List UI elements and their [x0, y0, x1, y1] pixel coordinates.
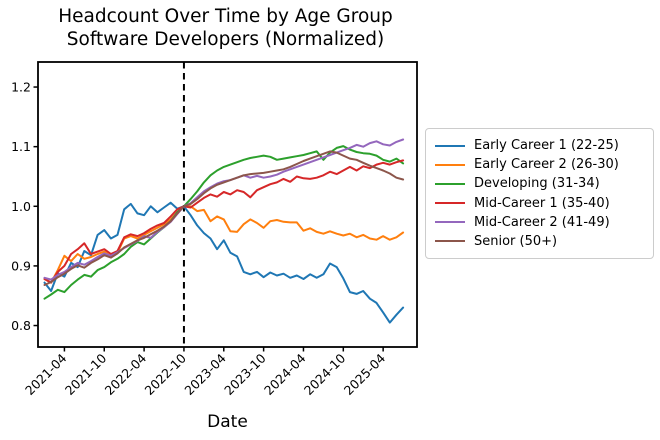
y-tick-label: 1.1 [11, 139, 31, 154]
legend-item: Mid-Career 2 (41-49) [435, 213, 644, 232]
x-tick-label: 2023-10 [221, 350, 269, 398]
legend-item: Early Career 2 (26-30) [435, 155, 644, 174]
chart-title-line2: Software Developers (Normalized) [66, 29, 385, 50]
legend-line-swatch [435, 240, 465, 243]
legend-line-swatch [435, 144, 465, 147]
y-tick-label: 1.0 [11, 199, 31, 214]
legend-item: Senior (50+) [435, 232, 644, 251]
x-tick-label: 2021-04 [22, 350, 70, 398]
legend-item: Mid-Career 1 (35-40) [435, 194, 644, 213]
legend-line-swatch [435, 182, 465, 185]
legend-label: Mid-Career 2 (41-49) [474, 214, 610, 230]
x-axis-label: Date [207, 412, 248, 432]
legend-item: Developing (31-34) [435, 174, 644, 193]
series-line-early-career-1-22-25 [43, 201, 405, 324]
x-tick-label: 2022-04 [102, 350, 150, 398]
legend: Early Career 1 (22-25) Early Career 2 (26… [425, 128, 654, 259]
legend-line-swatch [435, 221, 465, 224]
x-tick-label: 2024-10 [301, 350, 349, 398]
legend-line-swatch [435, 163, 465, 166]
x-tick-label: 2023-04 [181, 350, 229, 398]
legend-line-swatch [435, 202, 465, 205]
series-line-mid-career-1-35-40 [43, 159, 405, 284]
legend-item: Early Career 1 (22-25) [435, 136, 644, 155]
chart-title: Headcount Over Time by Age Group Softwar… [28, 5, 423, 51]
plot-border [37, 61, 418, 348]
y-tick-label: 1.2 [11, 80, 31, 95]
legend-label: Senior (50+) [474, 233, 558, 249]
x-tick-label: 2025-04 [341, 350, 389, 398]
series-line-senior-50 [43, 150, 405, 286]
x-tick-label: 2024-04 [261, 350, 309, 398]
legend-label: Early Career 1 (22-25) [474, 138, 619, 153]
x-tick-label: 2021-10 [62, 350, 110, 398]
x-tick-label: 2022-10 [142, 350, 190, 398]
legend-label: Mid-Career 1 (35-40) [474, 195, 610, 211]
series-line-mid-career-2-41-49 [43, 138, 405, 281]
legend-label: Early Career 2 (26-30) [474, 157, 619, 173]
series-line-developing-31-34 [43, 145, 405, 300]
legend-label: Developing (31-34) [474, 176, 600, 192]
chart-title-line1: Headcount Over Time by Age Group [58, 6, 393, 27]
y-tick-label: 0.9 [11, 258, 31, 273]
series-line-early-career-2-26-30 [43, 205, 405, 284]
y-tick-label: 0.8 [11, 318, 31, 333]
